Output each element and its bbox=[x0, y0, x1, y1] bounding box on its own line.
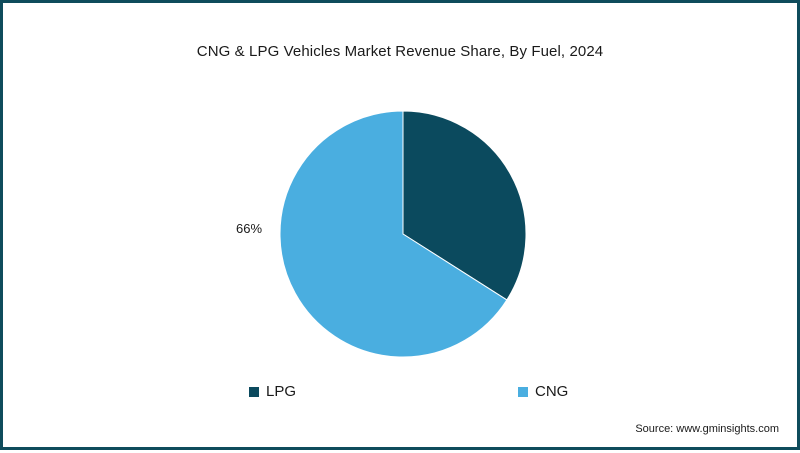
pie-slices bbox=[279, 110, 527, 358]
pie-slice-lpg bbox=[402, 110, 527, 301]
legend-label-cng: CNG bbox=[535, 383, 569, 400]
legend-swatch-cng bbox=[518, 386, 528, 397]
pie-slice-cng bbox=[279, 110, 508, 358]
source-note: Source: www.gminsights.com bbox=[635, 423, 779, 435]
legend-item-cng: CNG bbox=[518, 383, 568, 400]
data-label-cng: 66% bbox=[236, 221, 262, 236]
legend-swatch-lpg bbox=[249, 386, 259, 397]
legend-label-lpg: LPG bbox=[266, 383, 297, 400]
chart-title: CNG & LPG Vehicles Market Revenue Share,… bbox=[196, 43, 604, 60]
legend-item-lpg: LPG bbox=[249, 383, 296, 400]
pie-chart: 66% bbox=[236, 110, 527, 358]
